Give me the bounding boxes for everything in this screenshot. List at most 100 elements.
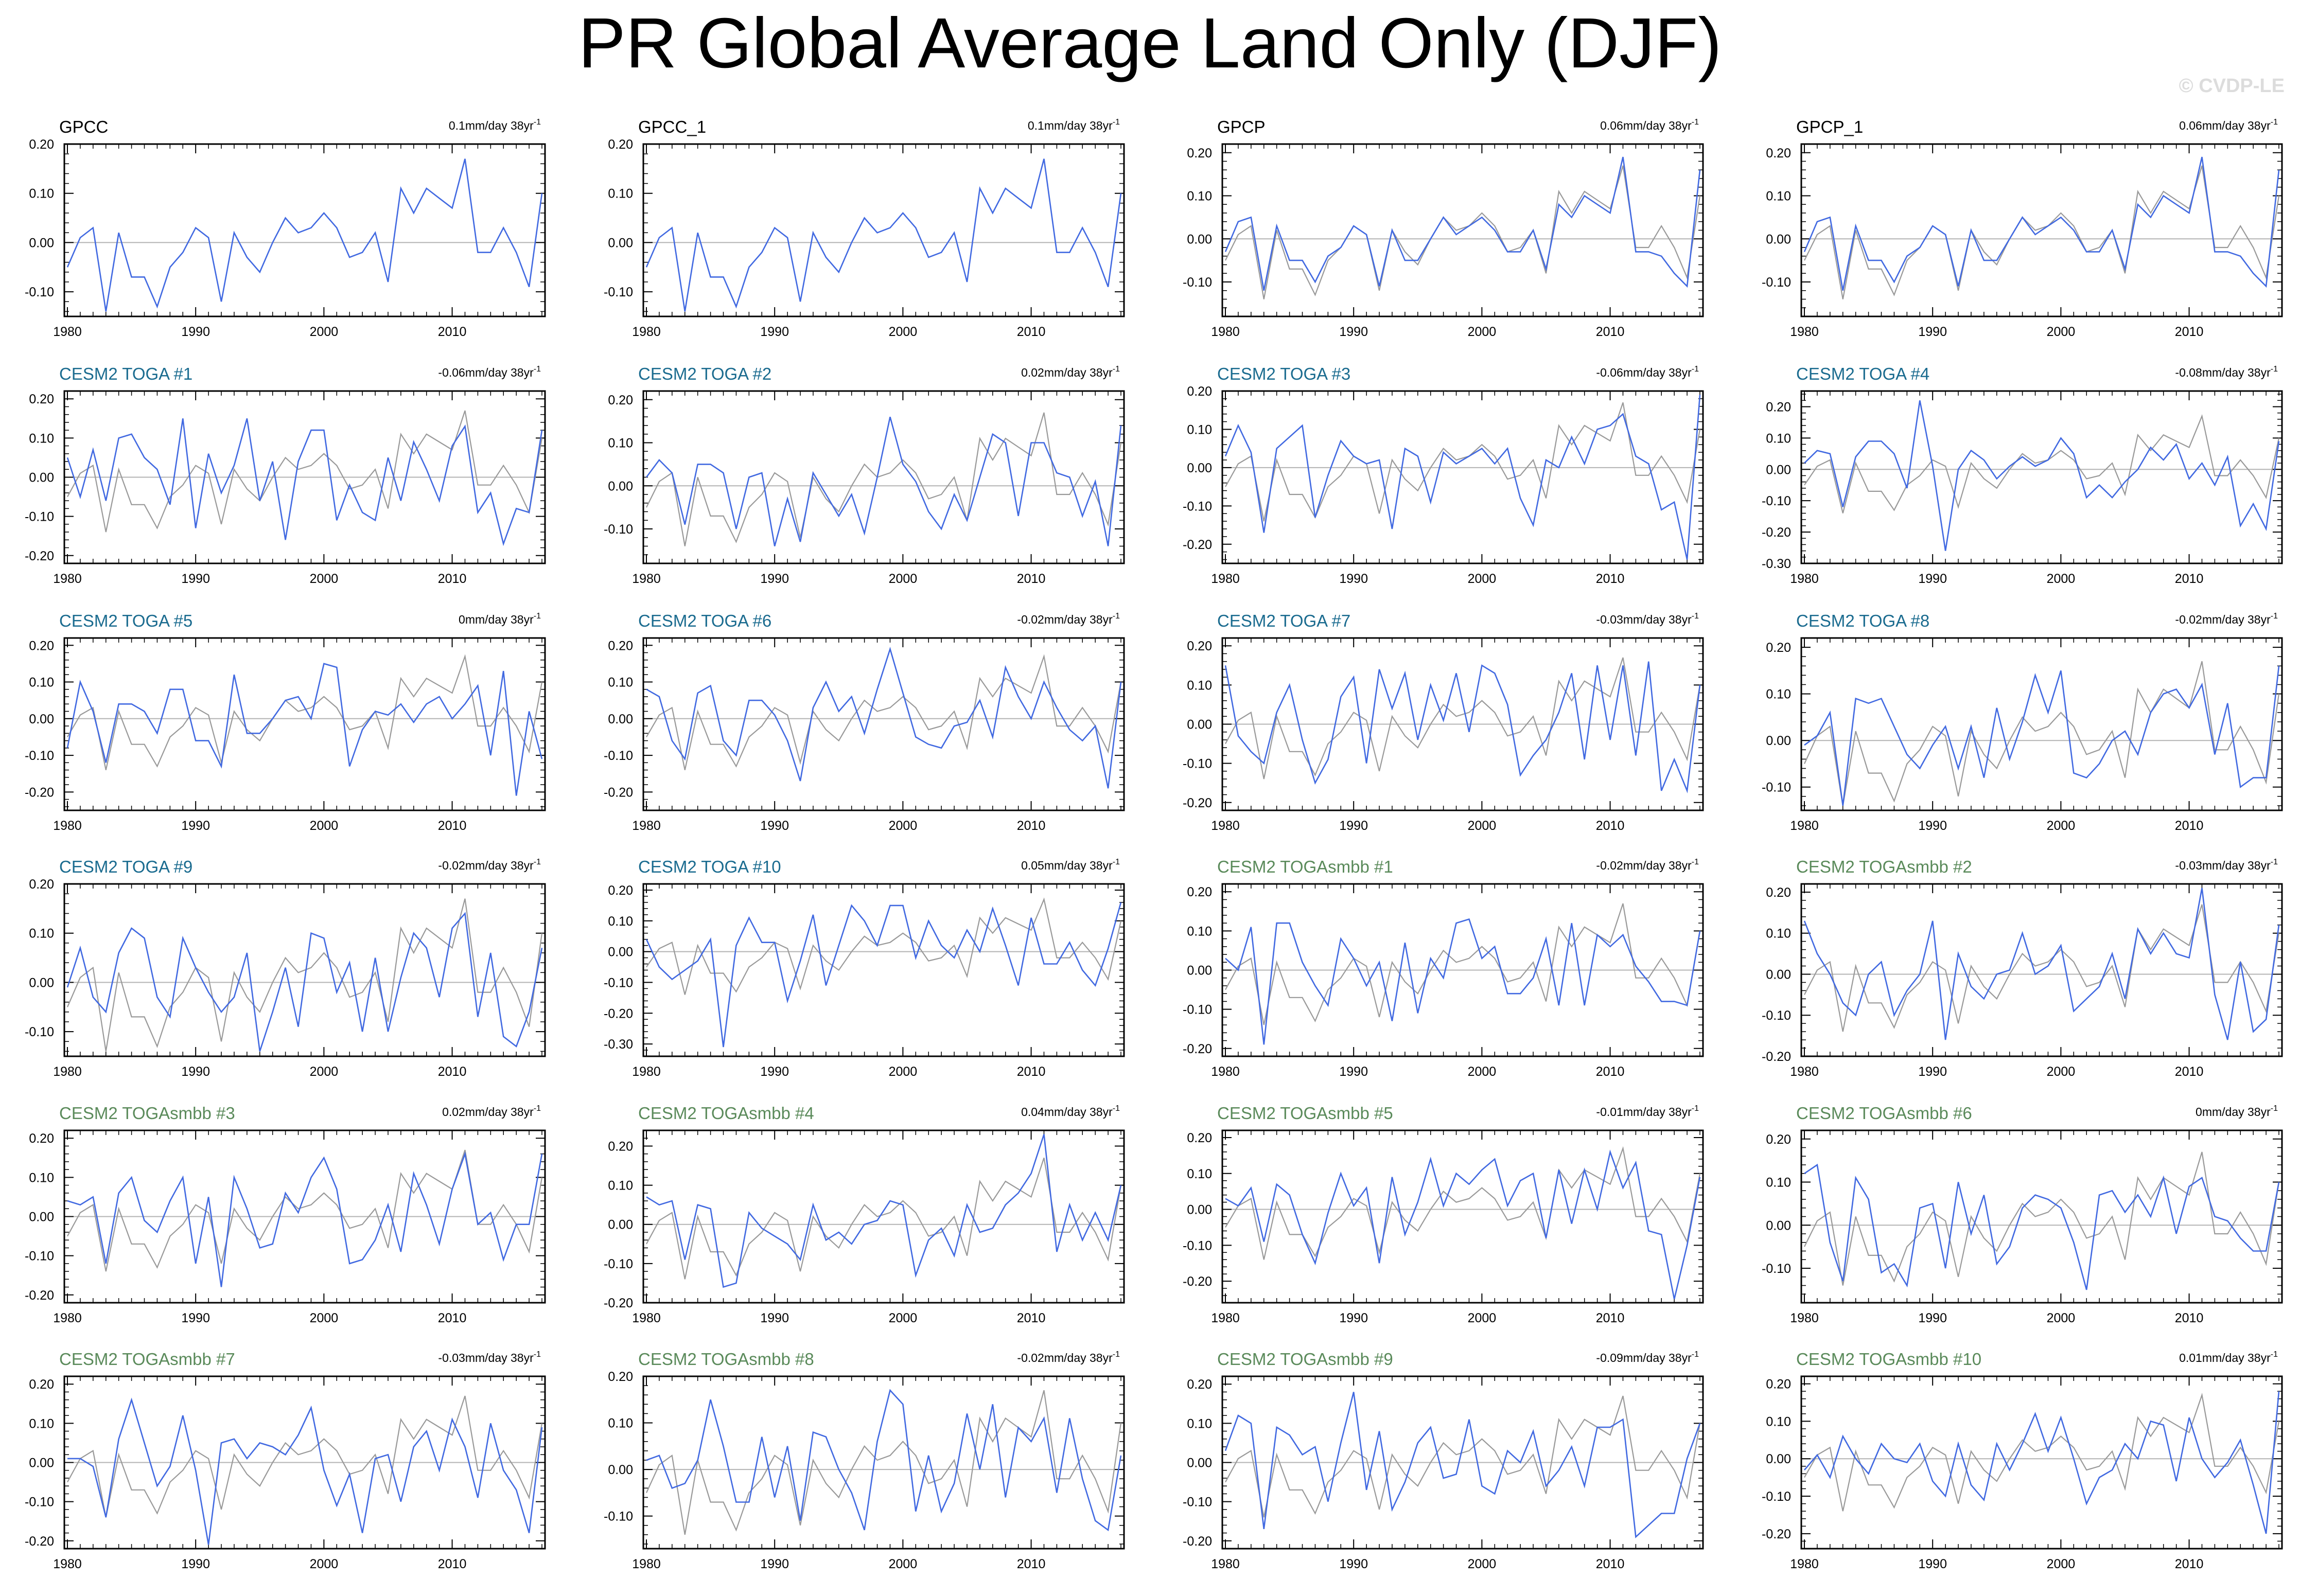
x-tick-label: 1990 bbox=[181, 1065, 210, 1079]
trend-superscript: -1 bbox=[1692, 1104, 1699, 1113]
x-tick-label: 1990 bbox=[181, 1311, 210, 1325]
x-tick-label: 1980 bbox=[53, 1557, 82, 1571]
trend-label: -0.02mm/day 38yr-1 bbox=[1596, 858, 1699, 872]
obs-reference-line bbox=[645, 1390, 1122, 1535]
panel-title: CESM2 TOGA #8 bbox=[1796, 611, 1929, 630]
obs-reference-line bbox=[646, 412, 1122, 546]
series-line bbox=[1803, 888, 2280, 1040]
y-tick-label: -0.20 bbox=[1762, 525, 1791, 540]
y-tick-label: -0.10 bbox=[25, 1249, 54, 1264]
trend-label: 0.04mm/day 38yr-1 bbox=[1021, 1104, 1120, 1119]
panel-6: CESM2 TOGA #3 -0.06mm/day 38yr-1 -0.20 -0.1… bbox=[1183, 364, 1704, 586]
panel-10: CESM2 TOGA #7 -0.03mm/day 38yr-1 -0.20 -0.1… bbox=[1183, 611, 1704, 833]
panel-23: CESM2 TOGAsmbb #10 0.01mm/day 38yr-1 -0.20… bbox=[1762, 1350, 2283, 1571]
x-tick-label: 2000 bbox=[310, 1557, 339, 1571]
trend-superscript: -1 bbox=[534, 858, 541, 866]
y-tick-label: 0.20 bbox=[29, 137, 54, 152]
trend-superscript: -1 bbox=[2271, 612, 2278, 620]
x-tick-label: 1990 bbox=[760, 1311, 789, 1325]
y-tick-label: -0.10 bbox=[1762, 275, 1791, 290]
y-tick-label: 0.10 bbox=[29, 676, 54, 690]
panel-21: CESM2 TOGAsmbb #8 -0.02mm/day 38yr-1 -0.10… bbox=[604, 1350, 1125, 1571]
x-tick-label: 2000 bbox=[310, 1311, 339, 1325]
x-tick-label: 1980 bbox=[632, 1311, 661, 1325]
y-tick-label: -0.10 bbox=[1762, 1489, 1791, 1504]
x-tick-label: 2010 bbox=[438, 572, 467, 586]
y-tick-label: -0.10 bbox=[25, 1495, 54, 1510]
obs-reference-line bbox=[1804, 1393, 2280, 1512]
plot-frame bbox=[642, 143, 1125, 317]
y-tick-label: -0.20 bbox=[1762, 1527, 1791, 1541]
x-tick-label: 2000 bbox=[2047, 325, 2076, 339]
panel-16: CESM2 TOGAsmbb #3 0.02mm/day 38yr-1 -0.20 -… bbox=[25, 1104, 546, 1325]
trend-label: 0.05mm/day 38yr-1 bbox=[1021, 858, 1120, 872]
x-tick-label: 2010 bbox=[438, 1557, 467, 1571]
x-tick-label: 2000 bbox=[310, 572, 339, 586]
series-line bbox=[1225, 1149, 1701, 1300]
y-tick-label: 0.10 bbox=[1766, 927, 1791, 941]
y-tick-label: 0.10 bbox=[29, 1171, 54, 1185]
y-tick-label: -0.20 bbox=[604, 1296, 633, 1310]
panel-12: CESM2 TOGA #9 -0.02mm/day 38yr-1 -0.10 0.00… bbox=[25, 857, 546, 1079]
x-tick-label: 1990 bbox=[1918, 1557, 1947, 1571]
x-tick-label: 1990 bbox=[760, 572, 789, 586]
panel-title: GPCC bbox=[59, 117, 108, 136]
plot-frame bbox=[642, 390, 1125, 564]
x-tick-label: 1980 bbox=[632, 819, 661, 833]
y-tick-label: 0.20 bbox=[1187, 1131, 1212, 1145]
y-tick-label: -0.10 bbox=[25, 510, 54, 524]
trend-superscript: -1 bbox=[1692, 1350, 1699, 1359]
plot-frame bbox=[1800, 637, 2283, 811]
x-tick-label: 1990 bbox=[1918, 819, 1947, 833]
trend-superscript: -1 bbox=[534, 118, 541, 127]
y-tick-label: 0.00 bbox=[29, 471, 54, 485]
x-tick-label: 2010 bbox=[438, 819, 467, 833]
y-tick-label: 0.10 bbox=[608, 676, 633, 690]
plot-frame bbox=[1800, 1129, 2283, 1304]
x-tick-label: 2010 bbox=[1017, 1557, 1046, 1571]
x-tick-label: 1980 bbox=[1790, 1311, 1819, 1325]
panel-9: CESM2 TOGA #6 -0.02mm/day 38yr-1 -0.20 -0.1… bbox=[604, 611, 1125, 833]
x-tick-label: 1990 bbox=[1339, 572, 1368, 586]
trend-superscript: -1 bbox=[2271, 365, 2278, 374]
y-tick-label: 0.00 bbox=[1766, 967, 1791, 982]
x-tick-label: 1980 bbox=[632, 1557, 661, 1571]
y-tick-label: 0.10 bbox=[1187, 422, 1212, 437]
panel-title: CESM2 TOGA #1 bbox=[59, 364, 192, 383]
trend-superscript: -1 bbox=[1692, 612, 1699, 620]
plot-frame bbox=[642, 637, 1125, 811]
y-tick-label: 0.00 bbox=[29, 236, 54, 250]
y-tick-label: 0.00 bbox=[29, 1210, 54, 1225]
trend-label: -0.03mm/day 38yr-1 bbox=[2175, 858, 2278, 872]
y-tick-label: 0.10 bbox=[608, 1179, 633, 1193]
obs-reference-line bbox=[67, 1395, 543, 1518]
obs-reference-line bbox=[646, 654, 1122, 770]
series-line bbox=[1224, 156, 1701, 291]
y-tick-label: 0.20 bbox=[1187, 146, 1212, 161]
trend-label: 0.1mm/day 38yr-1 bbox=[1028, 118, 1120, 132]
trend-label: -0.03mm/day 38yr-1 bbox=[438, 1350, 541, 1364]
series-line bbox=[1224, 661, 1701, 794]
x-tick-label: 1980 bbox=[1790, 1065, 1819, 1079]
y-tick-label: -0.20 bbox=[1183, 1534, 1212, 1549]
trend-superscript: -1 bbox=[2271, 1104, 2278, 1113]
x-tick-label: 2010 bbox=[1596, 1557, 1625, 1571]
trend-superscript: -1 bbox=[1692, 118, 1699, 127]
y-tick-label: 0.10 bbox=[1766, 189, 1791, 204]
plot-frame bbox=[1800, 1375, 2283, 1550]
y-tick-label: 0.00 bbox=[608, 1218, 633, 1232]
x-tick-label: 2010 bbox=[438, 1311, 467, 1325]
obs-reference-line bbox=[67, 1149, 543, 1272]
panel-15: CESM2 TOGAsmbb #2 -0.03mm/day 38yr-1 -0.20… bbox=[1762, 857, 2283, 1079]
x-tick-label: 2010 bbox=[2175, 1311, 2204, 1325]
x-tick-label: 1990 bbox=[1918, 1065, 1947, 1079]
y-tick-label: -0.20 bbox=[25, 1534, 54, 1549]
x-tick-label: 2000 bbox=[889, 1065, 918, 1079]
series-line bbox=[646, 1134, 1122, 1288]
panel-11: CESM2 TOGA #8 -0.02mm/day 38yr-1 -0.10 0.00… bbox=[1762, 611, 2283, 833]
x-tick-label: 2000 bbox=[310, 325, 339, 339]
x-tick-label: 1990 bbox=[760, 1065, 789, 1079]
x-tick-label: 1990 bbox=[760, 1557, 789, 1571]
panel-8: CESM2 TOGA #5 0mm/day 38yr-1 -0.20 -0.10 0.0… bbox=[25, 611, 546, 833]
